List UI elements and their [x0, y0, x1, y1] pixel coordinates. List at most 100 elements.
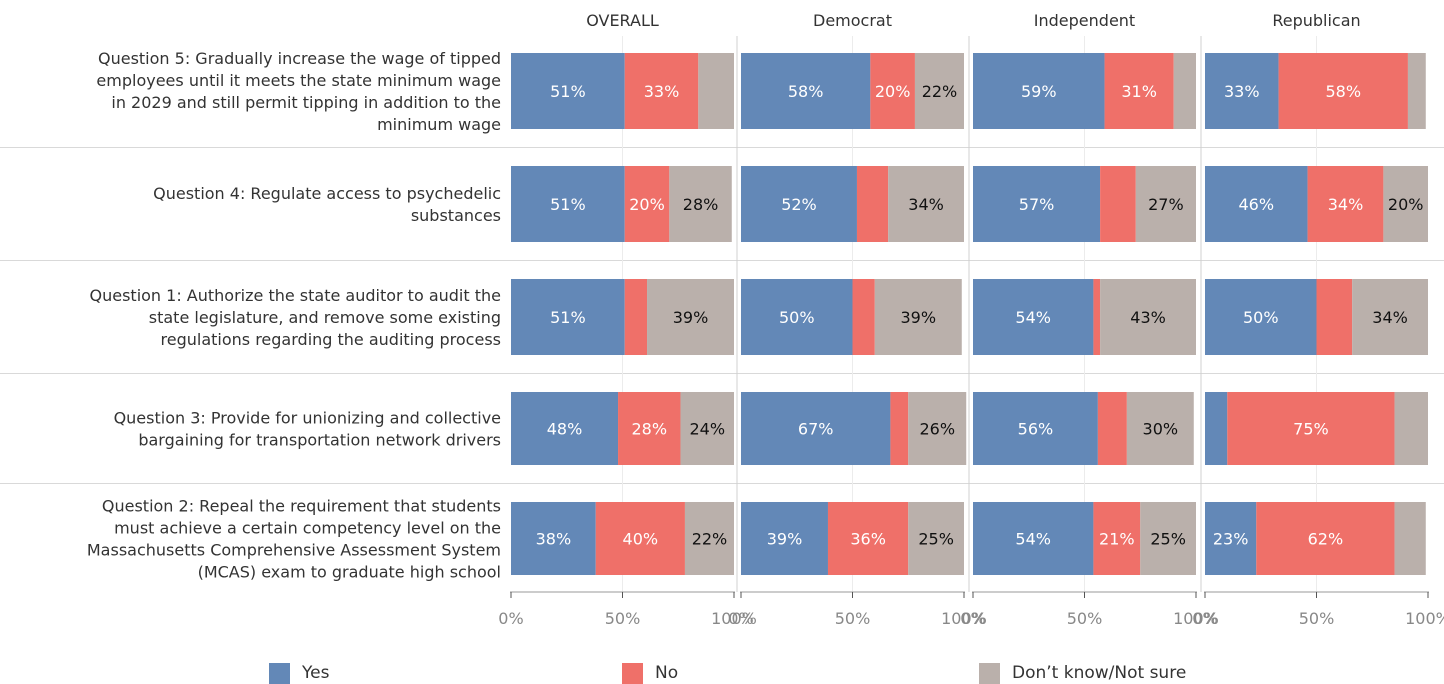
bar-don-t-know-not-sure-q1-republican — [1407, 53, 1426, 129]
bar-yes-q4-independent — [973, 392, 1098, 465]
panel-header-independent: Independent — [1034, 11, 1135, 30]
bar-no-q5-independent — [1093, 502, 1141, 575]
bar-yes-q3-republican — [1205, 279, 1317, 355]
data-label: 33% — [1224, 82, 1260, 101]
panel-header-democrat: Democrat — [813, 11, 892, 30]
data-label: 46% — [1239, 195, 1275, 214]
data-label: 67% — [798, 420, 834, 439]
bar-don-t-know-not-sure-q1-overall — [698, 53, 734, 129]
data-label: 22% — [692, 530, 728, 549]
data-label: 28% — [631, 420, 667, 439]
bar-don-t-know-not-sure-q3-republican — [1352, 279, 1428, 355]
category-label-line: (MCAS) exam to graduate high school — [198, 563, 501, 582]
bar-don-t-know-not-sure-q3-overall — [647, 279, 734, 355]
data-label: 25% — [1150, 530, 1186, 549]
data-label: 54% — [1015, 308, 1051, 327]
data-label: 34% — [1372, 308, 1408, 327]
data-label: 62% — [1308, 530, 1344, 549]
category-label-line: Question 3: Provide for unionizing and c… — [114, 409, 501, 428]
data-label: 31% — [1121, 82, 1157, 101]
bar-don-t-know-not-sure-q2-overall — [669, 166, 732, 242]
data-label: 40% — [623, 530, 659, 549]
bar-no-q2-independent — [1100, 166, 1136, 242]
bar-yes-q2-democrat — [741, 166, 857, 242]
bar-yes-q4-republican — [1205, 392, 1228, 465]
bar-no-q5-democrat — [827, 502, 909, 575]
bar-yes-q4-democrat — [741, 392, 891, 465]
data-label: 25% — [918, 530, 954, 549]
x-tick-label: 50% — [605, 609, 641, 628]
category-label-line: Massachusetts Comprehensive Assessment S… — [87, 541, 501, 560]
bar-yes-q1-overall — [511, 53, 625, 129]
legend-item-dont-know: Don’t know/Not sure — [979, 662, 1186, 684]
x-tick-label: 100% — [1173, 609, 1219, 628]
bar-don-t-know-not-sure-q2-independent — [1135, 166, 1196, 242]
data-label: 39% — [673, 308, 709, 327]
data-label: 20% — [629, 195, 665, 214]
data-label: 57% — [1019, 195, 1055, 214]
bar-don-t-know-not-sure-q5-overall — [684, 502, 734, 575]
legend-label-yes: Yes — [302, 663, 330, 683]
data-label: 51% — [550, 195, 586, 214]
category-label-line: substances — [411, 206, 501, 225]
category-label-line: must achieve a certain competency level … — [114, 519, 501, 538]
category-label-3: Question 1: Authorize the state auditor … — [90, 286, 502, 349]
bar-don-t-know-not-sure-q5-republican — [1394, 502, 1426, 575]
bar-no-q1-democrat — [870, 53, 915, 129]
legend-item-no: No — [622, 662, 678, 684]
category-label-4: Question 3: Provide for unionizing and c… — [114, 409, 501, 450]
panel-header-overall: OVERALL — [586, 11, 659, 30]
bar-no-q3-independent — [1093, 279, 1101, 355]
bar-no-q5-republican — [1256, 502, 1395, 575]
x-tick-label: 0% — [960, 609, 985, 628]
bar-no-q4-overall — [618, 392, 681, 465]
data-label: 27% — [1148, 195, 1184, 214]
data-label: 58% — [1325, 82, 1361, 101]
data-label: 24% — [689, 420, 725, 439]
bar-don-t-know-not-sure-q1-democrat — [914, 53, 964, 129]
bar-no-q3-republican — [1316, 279, 1353, 355]
bar-yes-q1-democrat — [741, 53, 871, 129]
bar-no-q1-independent — [1104, 53, 1174, 129]
data-label: 48% — [547, 420, 583, 439]
x-tick-label: 0% — [728, 609, 753, 628]
bar-no-q4-independent — [1097, 392, 1127, 465]
legend-item-yes: Yes — [269, 662, 329, 684]
data-label: 20% — [1388, 195, 1424, 214]
bar-no-q5-overall — [595, 502, 685, 575]
bar-don-t-know-not-sure-q4-independent — [1126, 392, 1194, 465]
data-label: 58% — [788, 82, 824, 101]
data-label: 51% — [550, 82, 586, 101]
bar-yes-q2-republican — [1205, 166, 1308, 242]
data-label: 33% — [644, 82, 680, 101]
data-label: 23% — [1213, 530, 1249, 549]
category-label-line: in 2029 and still permit tipping in addi… — [111, 93, 501, 112]
bar-don-t-know-not-sure-q4-republican — [1394, 392, 1428, 465]
bar-don-t-know-not-sure-q2-republican — [1383, 166, 1428, 242]
bar-don-t-know-not-sure-q5-independent — [1140, 502, 1196, 575]
x-tick-label: 0% — [1192, 609, 1217, 628]
bar-don-t-know-not-sure-q4-democrat — [908, 392, 967, 465]
data-label: 75% — [1293, 420, 1329, 439]
data-label: 21% — [1099, 530, 1135, 549]
data-label: 50% — [1243, 308, 1279, 327]
bar-no-q1-overall — [624, 53, 699, 129]
x-tick-label: 50% — [835, 609, 871, 628]
legend-label-no: No — [655, 663, 679, 683]
bar-no-q2-overall — [624, 166, 670, 242]
bar-yes-q2-overall — [511, 166, 625, 242]
bar-no-q4-democrat — [890, 392, 909, 465]
data-label: 22% — [922, 82, 958, 101]
bar-yes-q5-overall — [511, 502, 596, 575]
bar-no-q3-overall — [624, 279, 648, 355]
data-label: 43% — [1130, 308, 1166, 327]
category-label-line: state legislature, and remove some exist… — [149, 308, 501, 327]
x-tick-label: 0% — [498, 609, 523, 628]
category-label-2: Question 4: Regulate access to psychedel… — [153, 184, 501, 225]
data-label: 54% — [1015, 530, 1051, 549]
data-label: 20% — [875, 82, 911, 101]
data-label: 30% — [1143, 420, 1179, 439]
bar-yes-q3-overall — [511, 279, 625, 355]
category-label-5: Question 2: Repeal the requirement that … — [87, 497, 501, 582]
